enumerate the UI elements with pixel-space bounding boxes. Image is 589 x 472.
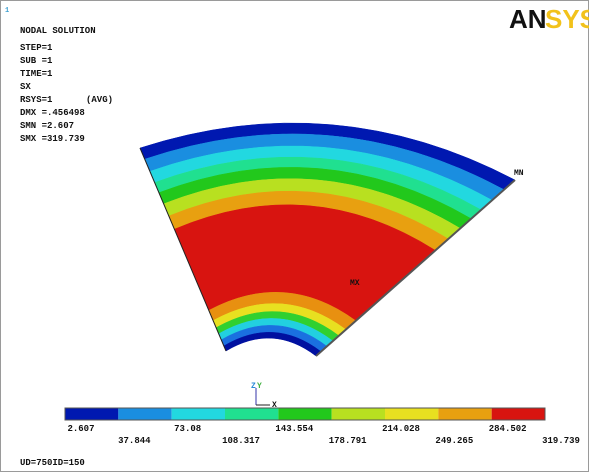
legend-label: 178.791 (329, 436, 367, 446)
legend-swatch (118, 408, 171, 420)
legend-swatch (385, 408, 438, 420)
triad-label: Y (257, 382, 262, 391)
header-line: DMX =.456498 (20, 108, 85, 118)
header-line: SUB =1 (20, 56, 53, 66)
legend-label: 108.317 (222, 436, 260, 446)
window-number: 1 (5, 7, 9, 15)
header-line: SX (20, 82, 31, 92)
legend-swatch (492, 408, 545, 420)
header-line: SMX =319.739 (20, 134, 85, 144)
legend-label: 37.844 (118, 436, 151, 446)
header-title: NODAL SOLUTION (20, 26, 96, 36)
legend-label: 319.739 (542, 436, 580, 446)
legend-swatch (332, 408, 385, 420)
legend-label: 214.028 (382, 424, 420, 434)
header-line: STEP=1 (20, 43, 53, 53)
legend-label: 2.607 (67, 424, 94, 434)
legend-swatch (172, 408, 225, 420)
footer: UD=750ID=150 (20, 458, 85, 468)
sx-note: (AVG) (86, 95, 113, 105)
header-line: RSYS=1 (20, 95, 53, 105)
legend-label: 73.08 (174, 424, 201, 434)
legend-label: 249.265 (435, 436, 473, 446)
legend-swatch (65, 408, 118, 420)
legend-swatch (225, 408, 278, 420)
min-label: MN (514, 169, 524, 178)
logo-sys: SYS (545, 4, 589, 34)
header-line: SMN =2.607 (20, 121, 74, 131)
triad-label: Z (251, 382, 256, 391)
logo-an: AN (509, 4, 547, 34)
header-line: TIME=1 (20, 69, 53, 79)
legend-label: 284.502 (489, 424, 527, 434)
legend-swatch (278, 408, 331, 420)
legend-label: 143.554 (275, 424, 313, 434)
legend-swatch (438, 408, 491, 420)
max-label: MX (350, 279, 360, 288)
ansys-window: 1 NODAL SOLUTION (AVG) AN SYS MN MX Z Y … (0, 0, 589, 472)
